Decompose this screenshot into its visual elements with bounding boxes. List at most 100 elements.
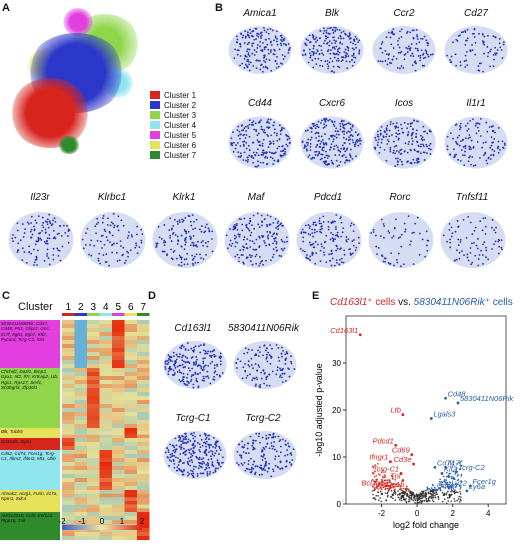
- colorbar-tick: 0: [100, 517, 105, 526]
- heatmap-cell: [74, 438, 87, 443]
- expressing-cell: [46, 242, 49, 245]
- expressing-cell: [334, 29, 337, 32]
- expressing-cell: [399, 265, 402, 268]
- expressing-cell: [325, 261, 328, 264]
- expressing-cell: [414, 69, 417, 72]
- expressing-cell: [249, 32, 252, 35]
- expressing-cell: [30, 215, 33, 218]
- expressing-cell: [176, 469, 179, 472]
- expressing-cell: [212, 436, 215, 439]
- expressing-cell: [481, 229, 484, 232]
- expressing-cell: [344, 48, 347, 51]
- expressing-cell: [393, 140, 395, 143]
- expressing-cell: [281, 54, 284, 56]
- expressing-cell: [319, 64, 321, 67]
- expressing-cell: [256, 160, 259, 163]
- expressing-cell: [202, 240, 204, 242]
- expressing-cell: [175, 353, 178, 356]
- heatmap-cell: [137, 356, 150, 361]
- expressing-cell: [197, 467, 200, 470]
- expressing-cell: [203, 379, 206, 382]
- expressing-cell: [246, 247, 249, 250]
- expressing-cell: [355, 139, 358, 142]
- expressing-cell: [476, 126, 479, 129]
- expressing-cell: [205, 448, 207, 451]
- expressing-cell: [319, 249, 322, 252]
- expressing-cell: [246, 43, 249, 46]
- expressing-cell: [274, 458, 276, 461]
- heatmap-cell: [99, 364, 112, 369]
- expressing-cell: [464, 147, 467, 150]
- expressing-cell: [199, 450, 202, 453]
- expressing-cell: [484, 141, 487, 144]
- expressing-cell: [425, 230, 428, 233]
- expressing-cell: [241, 440, 244, 443]
- heatmap-cell: [124, 424, 137, 429]
- expressing-cell: [207, 434, 209, 437]
- expressing-cell: [242, 34, 245, 37]
- expressing-cell: [275, 227, 277, 229]
- expressing-cell: [284, 359, 287, 361]
- expressing-cell: [274, 49, 276, 52]
- expressing-cell: [400, 35, 403, 38]
- expressing-cell: [252, 446, 255, 449]
- expressing-cell: [400, 245, 403, 248]
- expressing-cell: [226, 247, 229, 250]
- gene-point: [446, 484, 449, 486]
- expressing-cell: [98, 252, 101, 255]
- expressing-cell: [500, 49, 503, 51]
- heatmap-cell: [62, 446, 75, 451]
- expressing-cell: [375, 139, 378, 142]
- expressing-cell: [265, 244, 268, 247]
- expressing-cell: [168, 229, 171, 232]
- heatmap-cell: [112, 462, 125, 467]
- expressing-cell: [190, 458, 193, 461]
- expressing-cell: [190, 236, 192, 239]
- feature-plot: [372, 26, 436, 74]
- gene-point: [392, 478, 394, 480]
- expressing-cell: [241, 129, 243, 132]
- cluster-color-bar: [137, 313, 150, 316]
- expressing-cell: [355, 155, 357, 158]
- expressing-cell: [44, 228, 47, 231]
- expressing-cell: [259, 68, 262, 71]
- expressing-cell: [283, 127, 285, 130]
- expressing-cell: [469, 251, 472, 254]
- expressing-cell: [490, 48, 492, 51]
- expressing-cell: [280, 346, 283, 349]
- expressing-cell: [454, 53, 457, 56]
- expressing-cell: [177, 240, 180, 243]
- expressing-cell: [339, 122, 341, 125]
- expressing-cell: [358, 39, 361, 42]
- expressing-cell: [416, 120, 418, 123]
- expressing-cell: [333, 26, 335, 29]
- expressing-cell: [281, 372, 284, 375]
- heatmap-cell: [137, 446, 150, 451]
- expressing-cell: [250, 457, 252, 460]
- gene-point: [420, 500, 422, 502]
- expressing-cell: [326, 63, 329, 66]
- expressing-cell: [318, 139, 320, 142]
- expressing-cell: [190, 347, 193, 350]
- heatmap-cell: [112, 490, 125, 494]
- expressing-cell: [357, 139, 360, 142]
- expressing-cell: [253, 460, 256, 463]
- heatmap-cell: [112, 352, 125, 357]
- expressing-cell: [195, 455, 198, 458]
- expressing-cell: [410, 43, 413, 46]
- expressing-cell: [207, 227, 210, 230]
- expressing-cell: [455, 64, 458, 67]
- expressing-cell: [458, 251, 461, 254]
- expressing-cell: [339, 248, 341, 251]
- expressing-cell: [485, 246, 487, 249]
- expressing-cell: [287, 43, 290, 45]
- gene-point: [394, 491, 397, 494]
- expressing-cell: [181, 473, 184, 476]
- expressing-cell: [261, 142, 264, 145]
- expressing-cell: [163, 224, 166, 226]
- expressing-cell: [248, 69, 251, 72]
- gene-point: [426, 486, 429, 488]
- expressing-cell: [262, 149, 265, 152]
- expressing-cell: [358, 52, 361, 55]
- expressing-cell: [202, 472, 205, 475]
